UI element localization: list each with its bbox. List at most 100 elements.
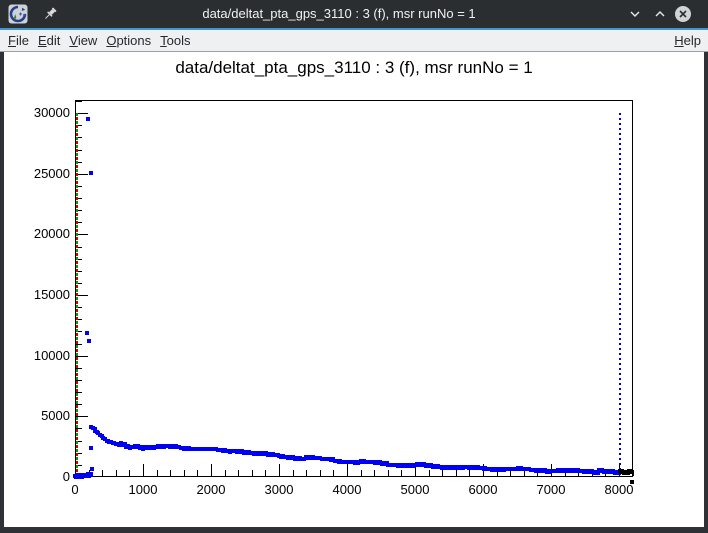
- y-tick-label: 30000: [33, 105, 70, 121]
- root-logo-icon: [8, 4, 28, 24]
- y-tick-label: 10000: [33, 347, 70, 363]
- y-minor-tick: [76, 307, 82, 309]
- y-minor-tick: [76, 367, 82, 369]
- pushpin-icon[interactable]: [42, 6, 58, 22]
- x-tick-label: 1000: [128, 482, 158, 497]
- y-minor-tick: [76, 464, 82, 466]
- maximize-button chevron-up-icon[interactable]: [651, 5, 669, 23]
- data-point-outlier: [89, 446, 94, 451]
- x-minor-tick: [129, 470, 131, 476]
- window-titlebar[interactable]: data/deltat_pta_gps_3110 : 3 (f), msr ru…: [0, 0, 708, 28]
- close-button circle-x-icon[interactable]: [674, 5, 692, 23]
- y-tick-label: 25000: [33, 165, 70, 181]
- y-minor-tick: [76, 392, 82, 394]
- x-major-tick: [75, 464, 76, 476]
- x-tick-label: 8000: [604, 482, 634, 497]
- x-minor-tick: [523, 470, 525, 476]
- x-minor-tick: [333, 470, 335, 476]
- y-minor-tick: [76, 319, 82, 321]
- x-minor-tick: [102, 470, 104, 476]
- x-tick-label: 7000: [536, 482, 566, 497]
- y-minor-tick: [76, 149, 82, 151]
- x-minor-tick: [319, 470, 321, 476]
- y-minor-tick: [76, 440, 82, 442]
- menu-edit[interactable]: Edit: [37, 33, 61, 48]
- y-minor-tick: [76, 379, 82, 381]
- x-minor-tick: [510, 470, 512, 476]
- data-point-outlier: [86, 116, 91, 121]
- plot-frame: [73, 100, 635, 484]
- menu-view[interactable]: View: [69, 33, 98, 48]
- x-major-tick: [211, 464, 212, 476]
- x-tick-label: 0: [71, 482, 79, 497]
- y-minor-tick: [76, 282, 82, 284]
- x-minor-tick: [115, 470, 117, 476]
- x-minor-tick: [496, 470, 498, 476]
- minimize-button chevron-down-icon[interactable]: [626, 5, 644, 23]
- y-major-tick: [76, 295, 88, 297]
- y-tick-label: 5000: [41, 408, 70, 424]
- y-minor-tick: [76, 222, 82, 224]
- x-minor-tick: [455, 470, 457, 476]
- x-minor-tick: [265, 470, 267, 476]
- y-tick-label: 0: [62, 469, 70, 484]
- x-minor-tick: [428, 470, 430, 476]
- x-minor-tick: [442, 470, 444, 476]
- menu-tools[interactable]: Tools: [160, 33, 191, 48]
- x-major-tick: [415, 464, 416, 476]
- y-minor-tick: [76, 331, 82, 333]
- menu-file[interactable]: File: [8, 33, 29, 48]
- data-point-outlier: [89, 425, 94, 430]
- y-major-tick: [76, 355, 88, 357]
- x-minor-tick: [401, 470, 403, 476]
- x-minor-tick: [238, 470, 240, 476]
- y-minor-tick: [76, 137, 82, 139]
- x-minor-tick: [183, 470, 185, 476]
- y-minor-tick: [76, 198, 82, 200]
- x-tick-label: 5000: [400, 482, 430, 497]
- y-major-tick: [76, 173, 88, 175]
- x-minor-tick: [197, 470, 199, 476]
- range-end-marker-line: [619, 113, 621, 476]
- titlebar-accent-line: [0, 28, 708, 30]
- y-minor-tick: [76, 428, 82, 430]
- y-minor-tick: [76, 246, 82, 248]
- data-point: [595, 470, 600, 475]
- data-point-outlier: [85, 331, 90, 336]
- x-minor-tick: [251, 470, 253, 476]
- y-minor-tick: [76, 270, 82, 272]
- data-point: [96, 430, 101, 435]
- x-minor-tick: [306, 470, 308, 476]
- y-minor-tick: [76, 343, 82, 345]
- y-minor-tick: [76, 404, 82, 406]
- plot-canvas[interactable]: data/deltat_pta_gps_3110 : 3 (f), msr ru…: [4, 52, 704, 527]
- x-major-tick: [143, 464, 144, 476]
- data-point-outlier: [88, 471, 93, 476]
- t0-marker-line: [76, 113, 79, 476]
- y-tick-label: 20000: [33, 226, 70, 242]
- x-major-tick: [347, 464, 348, 476]
- data-point-outlier: [86, 339, 91, 344]
- window-title: data/deltat_pta_gps_3110 : 3 (f), msr ru…: [202, 6, 476, 21]
- x-tick-label: 3000: [264, 482, 294, 497]
- menu-options[interactable]: Options: [106, 33, 152, 48]
- data-point: [629, 470, 634, 475]
- x-minor-tick: [360, 470, 362, 476]
- menu-help[interactable]: Help: [674, 33, 701, 48]
- y-minor-tick: [76, 185, 82, 187]
- plot-title: data/deltat_pta_gps_3110 : 3 (f), msr ru…: [175, 58, 533, 77]
- x-major-tick: [279, 464, 280, 476]
- y-tick-label: 15000: [33, 287, 70, 303]
- y-major-tick: [76, 416, 88, 418]
- menubar: File Edit View Options Tools Help: [0, 30, 708, 52]
- y-major-tick: [76, 113, 88, 115]
- x-minor-tick: [170, 470, 172, 476]
- y-major-tick: [76, 234, 88, 236]
- plot-frame-border: [75, 100, 633, 477]
- y-minor-tick: [76, 258, 82, 260]
- y-minor-tick: [76, 210, 82, 212]
- x-minor-tick: [224, 470, 226, 476]
- x-minor-tick: [374, 470, 376, 476]
- y-minor-tick: [76, 101, 82, 103]
